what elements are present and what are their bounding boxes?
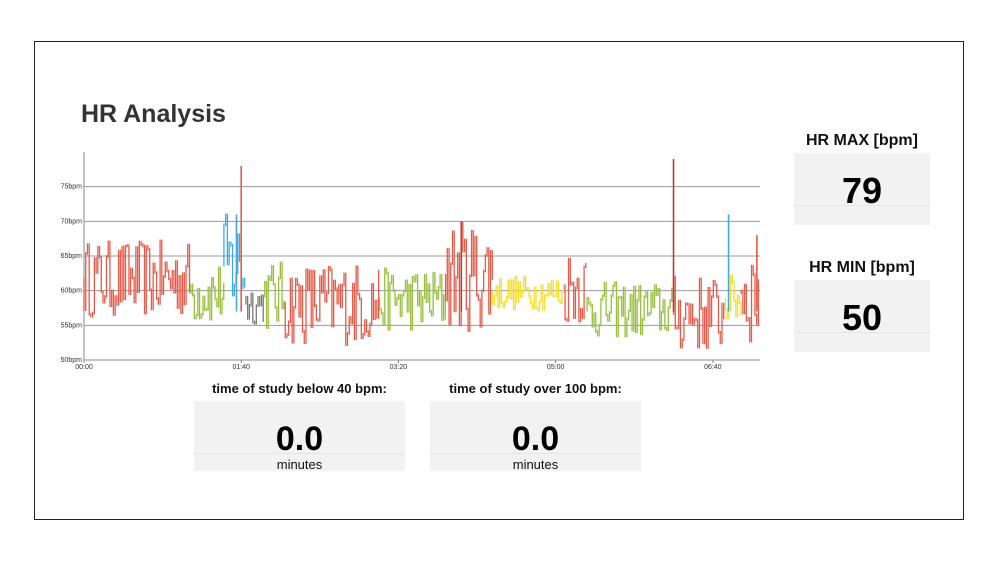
- hr-max-value: 79: [841, 170, 883, 211]
- x-tick-label: 00:00: [75, 364, 93, 370]
- hr-max-label: HR MAX [bpm]: [806, 132, 918, 149]
- y-tick-label: 60bpm: [61, 288, 83, 295]
- over-100-unit: minutes: [512, 457, 559, 472]
- below-40-unit: minutes: [276, 457, 323, 472]
- page-title: HR Analysis: [81, 100, 226, 128]
- hr-min-box: 50: [794, 280, 930, 352]
- y-tick-label: 55bpm: [61, 322, 83, 329]
- below-40-label: time of study below 40 bpm:: [212, 381, 387, 396]
- y-tick-label: 65bpm: [61, 253, 83, 260]
- hr-max-box: 79: [794, 153, 930, 225]
- below-40-value: 0.0: [275, 420, 324, 458]
- x-tick-label: 06:40: [704, 364, 722, 370]
- over-100-box: 0.0 minutes: [430, 401, 641, 472]
- hr-min-value: 50: [841, 297, 883, 338]
- x-tick-label: 03:20: [390, 364, 408, 370]
- dashboard-frame: [34, 41, 964, 520]
- y-tick-label: 70bpm: [61, 218, 83, 225]
- x-tick-label: 01:40: [232, 364, 250, 370]
- hr-min-label: HR MIN [bpm]: [809, 259, 915, 276]
- x-tick-label: 05:00: [547, 364, 565, 370]
- y-tick-label: 75bpm: [61, 184, 83, 191]
- hr-chart: 50bpm 55bpm 60bpm 65bpm 70bpm 75bpm 00:00 01:40…: [61, 152, 760, 370]
- over-100-value: 0.0: [511, 420, 560, 458]
- below-40-box: 0.0 minutes: [194, 401, 405, 472]
- y-tick-label: 50bpm: [61, 357, 83, 364]
- over-100-label: time of study over 100 bpm:: [449, 381, 622, 396]
